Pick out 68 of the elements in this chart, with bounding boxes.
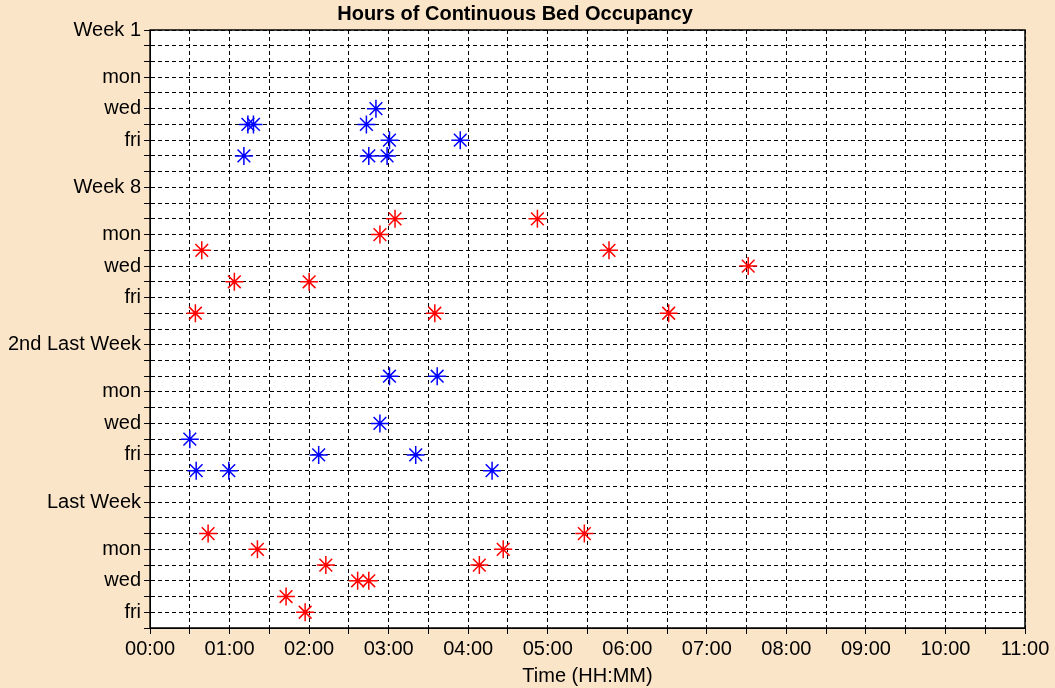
x-tick-label: 06:00 xyxy=(602,636,653,659)
point xyxy=(379,366,400,386)
point xyxy=(219,460,239,481)
point xyxy=(316,555,336,575)
y-tick-label: Last Week xyxy=(46,489,143,512)
point xyxy=(192,240,212,261)
x-axis-title: Time (HH:MM) xyxy=(522,663,653,686)
point xyxy=(224,272,245,292)
point xyxy=(276,586,296,607)
point xyxy=(366,98,386,119)
y-tick-label: fri xyxy=(124,127,142,150)
point xyxy=(450,130,471,150)
y-tick-label: mon xyxy=(102,222,142,245)
y-tick-label: wed xyxy=(103,96,142,119)
point xyxy=(180,429,200,449)
point xyxy=(379,130,400,150)
y-tick-label: Week 1 xyxy=(73,17,142,40)
point xyxy=(356,114,377,135)
x-tick-label: 10:00 xyxy=(920,636,971,659)
point xyxy=(385,209,405,229)
point xyxy=(482,460,502,481)
y-tick-label: wed xyxy=(103,568,142,591)
y-tick-label: mon xyxy=(102,536,142,559)
point xyxy=(359,146,379,166)
y-tick-label: fri xyxy=(124,599,142,622)
chart-title: Hours of Continuous Bed Occupancy xyxy=(337,1,694,24)
point xyxy=(370,224,390,245)
point xyxy=(186,460,206,481)
point xyxy=(238,114,258,135)
x-tick-label: 08:00 xyxy=(761,636,812,659)
point xyxy=(370,413,390,434)
point xyxy=(295,602,315,623)
y-tick-label: fri xyxy=(124,442,142,465)
point xyxy=(299,272,319,292)
y-tick-label: mon xyxy=(102,64,142,87)
x-tick-label: 03:00 xyxy=(363,636,414,659)
y-tick-label: 2nd Last Week xyxy=(8,332,143,355)
y-tick-label: mon xyxy=(102,379,142,402)
point xyxy=(185,303,206,324)
point xyxy=(658,303,679,324)
y-tick-label: wed xyxy=(103,410,142,433)
point xyxy=(247,539,268,560)
point xyxy=(377,146,397,166)
x-tick-label: 04:00 xyxy=(443,636,494,659)
point xyxy=(527,209,548,229)
y-tick-label: Week 8 xyxy=(73,174,142,197)
point xyxy=(599,240,619,261)
x-tick-label: 07:00 xyxy=(681,636,732,659)
point xyxy=(738,256,758,276)
point xyxy=(347,571,368,591)
y-tick-label: fri xyxy=(124,285,142,308)
point xyxy=(359,571,379,591)
point xyxy=(425,303,445,324)
x-tick-label: 11:00 xyxy=(1000,636,1050,659)
y-tick-label: wed xyxy=(103,253,142,276)
point xyxy=(308,445,329,465)
x-tick-label: 01:00 xyxy=(204,636,255,659)
point xyxy=(469,555,490,575)
point xyxy=(574,523,595,544)
point xyxy=(405,445,426,465)
x-tick-label: 05:00 xyxy=(522,636,573,659)
x-tick-label: 09:00 xyxy=(840,636,891,659)
point xyxy=(493,539,513,560)
x-tick-label: 02:00 xyxy=(284,636,335,659)
x-tick-label: 00:00 xyxy=(125,636,176,659)
point xyxy=(234,146,254,166)
point xyxy=(427,366,447,386)
point xyxy=(198,523,218,544)
